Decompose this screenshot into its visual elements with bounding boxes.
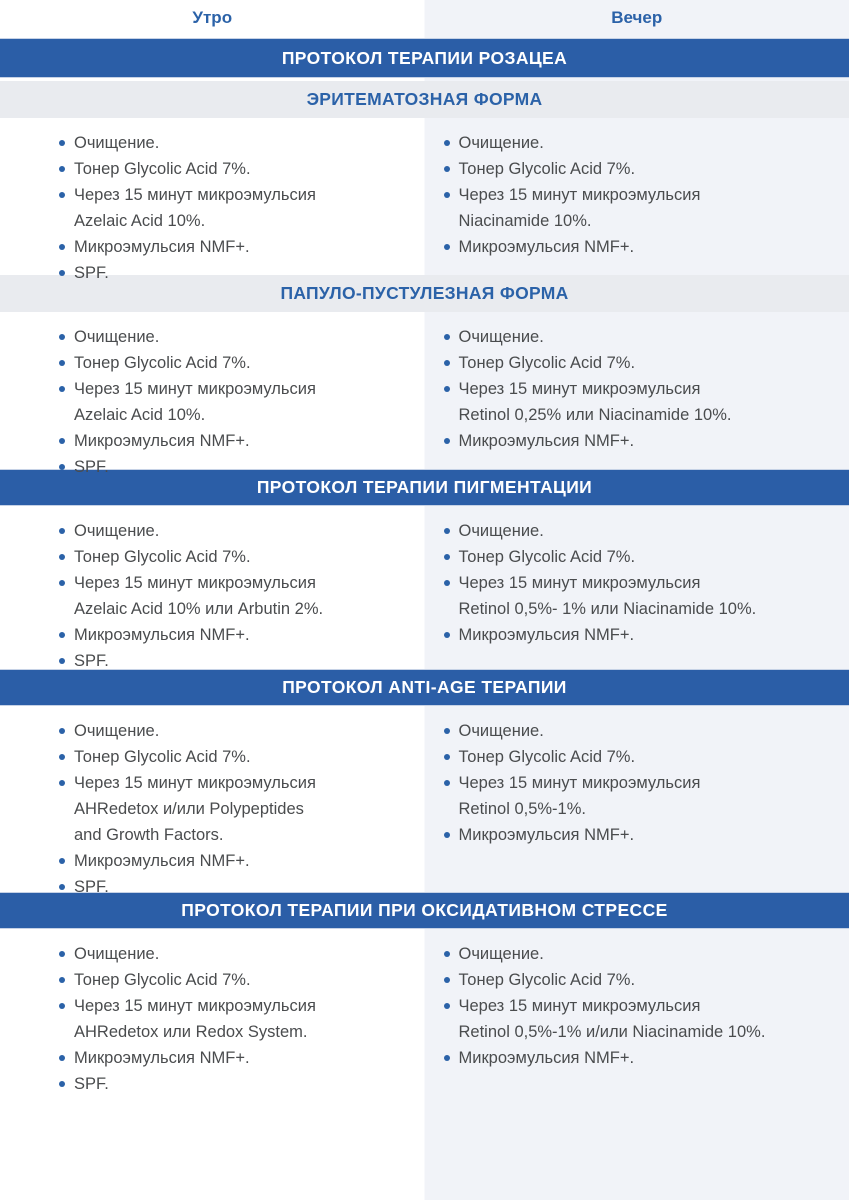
step-item: Очищение.: [443, 518, 840, 544]
subsection-title-papulopustular: ПАПУЛО-ПУСТУЛЕЗНАЯ ФОРМА: [0, 275, 849, 312]
step-list-evening: Очищение. Тонер Glycolic Acid 7%. Через …: [425, 130, 849, 260]
subsection-title-erythematous: ЭРИТЕМАТОЗНАЯ ФОРМА: [0, 81, 849, 118]
section-title-anti-age: ПРОТОКОЛ ANTI-AGE ТЕРАПИИ: [0, 669, 849, 706]
step-list-morning: Очищение. Тонер Glycolic Acid 7%. Через …: [0, 941, 425, 1097]
section-title-pigmentation: ПРОТОКОЛ ТЕРАПИИ ПИГМЕНТАЦИИ: [0, 469, 849, 506]
step-item: SPF.: [58, 648, 411, 674]
step-item: Микроэмульсия NMF+.: [443, 622, 840, 648]
step-item: Микроэмульсия NMF+.: [58, 428, 411, 454]
morning-column: Очищение. Тонер Glycolic Acid 7%. Через …: [0, 321, 425, 480]
evening-column: Очищение. Тонер Glycolic Acid 7%. Через …: [425, 715, 849, 900]
step-item: Микроэмульсия NMF+.: [443, 822, 840, 848]
step-item: Тонер Glycolic Acid 7%.: [58, 967, 411, 993]
evening-column: Очищение. Тонер Glycolic Acid 7%. Через …: [425, 938, 849, 1200]
step-item: Очищение.: [58, 941, 411, 967]
step-item: Тонер Glycolic Acid 7%.: [443, 744, 840, 770]
step-item: Через 15 минут микроэмульсия Azelaic Aci…: [58, 376, 411, 428]
content-erythematous: Очищение. Тонер Glycolic Acid 7%. Через …: [0, 118, 849, 282]
step-item: SPF.: [58, 454, 411, 480]
step-item: Очищение.: [443, 941, 840, 967]
step-item: Очищение.: [443, 718, 840, 744]
step-item: Микроэмульсия NMF+.: [443, 428, 840, 454]
step-item: Через 15 минут микроэмульсия Niacinamide…: [443, 182, 840, 234]
content-pigmentation: Очищение. Тонер Glycolic Acid 7%. Через …: [0, 506, 849, 670]
step-item: Через 15 минут микроэмульсия Retinol 0,5…: [443, 770, 840, 822]
step-list-morning: Очищение. Тонер Glycolic Acid 7%. Через …: [0, 518, 425, 674]
step-item: Тонер Glycolic Acid 7%.: [58, 744, 411, 770]
step-item: Очищение.: [58, 130, 411, 156]
step-item: Тонер Glycolic Acid 7%.: [443, 544, 840, 570]
step-item: SPF.: [58, 874, 411, 900]
step-item: Через 15 минут микроэмульсия Retinol 0,5…: [443, 993, 840, 1045]
step-item: SPF.: [58, 1071, 411, 1097]
step-item: Тонер Glycolic Acid 7%.: [58, 544, 411, 570]
step-list-morning: Очищение. Тонер Glycolic Acid 7%. Через …: [0, 324, 425, 480]
step-item: Микроэмульсия NMF+.: [443, 1045, 840, 1071]
step-list-evening: Очищение. Тонер Glycolic Acid 7%. Через …: [425, 324, 849, 454]
step-item: Через 15 минут микроэмульсия Azelaic Aci…: [58, 570, 411, 622]
step-item: Тонер Glycolic Acid 7%.: [58, 350, 411, 376]
morning-column: Очищение. Тонер Glycolic Acid 7%. Через …: [0, 715, 425, 900]
step-list-morning: Очищение. Тонер Glycolic Acid 7%. Через …: [0, 718, 425, 900]
evening-column: Очищение. Тонер Glycolic Acid 7%. Через …: [425, 515, 849, 674]
step-item: Микроэмульсия NMF+.: [58, 848, 411, 874]
step-list-evening: Очищение. Тонер Glycolic Acid 7%. Через …: [425, 941, 849, 1071]
step-item: Очищение.: [443, 130, 840, 156]
content-oxidative-stress: Очищение. Тонер Glycolic Acid 7%. Через …: [0, 929, 849, 1200]
step-item: Микроэмульсия NMF+.: [58, 234, 411, 260]
column-header-row: Утро Вечер: [0, 0, 849, 36]
morning-column: Очищение. Тонер Glycolic Acid 7%. Через …: [0, 515, 425, 674]
morning-column: Очищение. Тонер Glycolic Acid 7%. Через …: [0, 127, 425, 286]
step-item: Микроэмульсия NMF+.: [58, 1045, 411, 1071]
step-item: Очищение.: [443, 324, 840, 350]
step-item: Через 15 минут микроэмульсия AHRedetox и…: [58, 993, 411, 1045]
step-item: Через 15 минут микроэмульсия AHRedetox и…: [58, 770, 411, 848]
morning-column: Очищение. Тонер Glycolic Acid 7%. Через …: [0, 938, 425, 1200]
content-papulopustular: Очищение. Тонер Glycolic Acid 7%. Через …: [0, 312, 849, 476]
step-list-morning: Очищение. Тонер Glycolic Acid 7%. Через …: [0, 130, 425, 286]
step-item: Тонер Glycolic Acid 7%.: [443, 967, 840, 993]
step-item: Микроэмульсия NMF+.: [58, 622, 411, 648]
step-item: Через 15 минут микроэмульсия Azelaic Aci…: [58, 182, 411, 234]
step-list-evening: Очищение. Тонер Glycolic Acid 7%. Через …: [425, 518, 849, 648]
step-list-evening: Очищение. Тонер Glycolic Acid 7%. Через …: [425, 718, 849, 848]
evening-column: Очищение. Тонер Glycolic Acid 7%. Через …: [425, 321, 849, 480]
step-item: Через 15 минут микроэмульсия Retinol 0,2…: [443, 376, 840, 428]
section-title-rosacea: ПРОТОКОЛ ТЕРАПИИ РОЗАЦЕА: [0, 38, 849, 78]
content-anti-age: Очищение. Тонер Glycolic Acid 7%. Через …: [0, 706, 849, 896]
column-header-morning: Утро: [192, 8, 233, 27]
step-item: Тонер Glycolic Acid 7%.: [443, 156, 840, 182]
step-item: Через 15 минут микроэмульсия Retinol 0,5…: [443, 570, 840, 622]
column-header-evening: Вечер: [611, 8, 663, 27]
step-item: Очищение.: [58, 324, 411, 350]
step-item: Очищение.: [58, 518, 411, 544]
step-item: Микроэмульсия NMF+.: [443, 234, 840, 260]
step-item: SPF.: [58, 260, 411, 286]
step-item: Тонер Glycolic Acid 7%.: [443, 350, 840, 376]
step-item: Очищение.: [58, 718, 411, 744]
section-title-oxidative-stress: ПРОТОКОЛ ТЕРАПИИ ПРИ ОКСИДАТИВНОМ СТРЕСС…: [0, 892, 849, 929]
step-item: Тонер Glycolic Acid 7%.: [58, 156, 411, 182]
evening-column: Очищение. Тонер Glycolic Acid 7%. Через …: [425, 127, 849, 286]
